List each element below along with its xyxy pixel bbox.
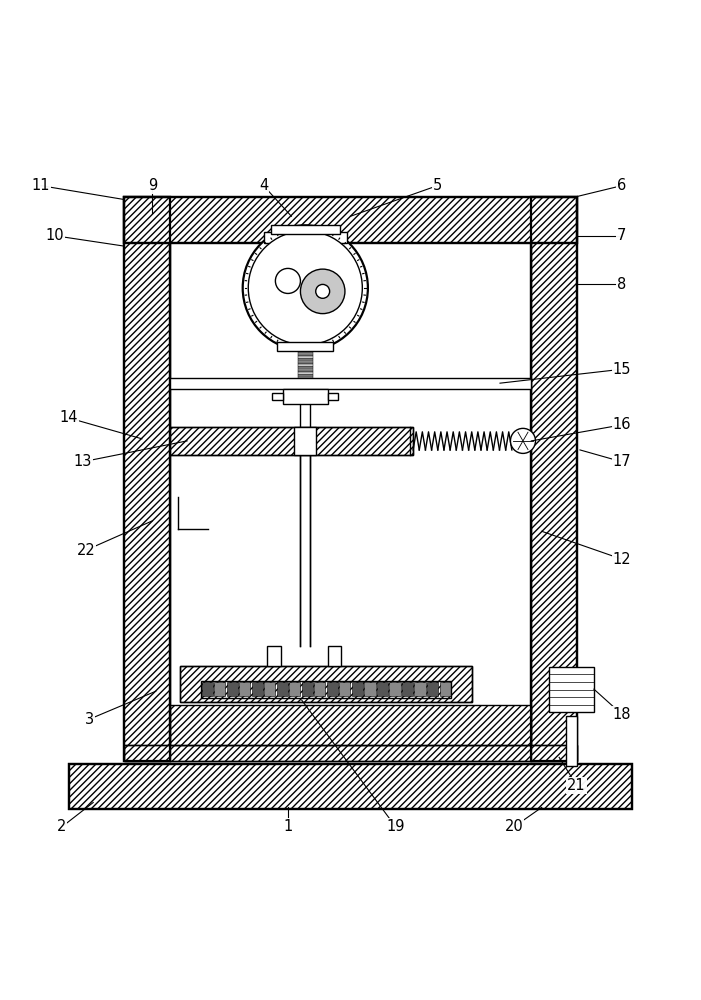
Bar — [170, 427, 413, 455]
Bar — [298, 356, 313, 358]
Bar — [202, 682, 213, 696]
Bar — [302, 682, 313, 696]
Bar — [125, 197, 576, 243]
Bar — [267, 646, 281, 666]
Bar — [414, 682, 426, 696]
Bar — [549, 667, 594, 712]
Bar — [402, 682, 413, 696]
Bar — [298, 352, 313, 354]
Bar — [566, 716, 577, 766]
Text: 20: 20 — [505, 819, 524, 834]
Bar — [298, 372, 313, 374]
Bar — [531, 197, 576, 761]
Circle shape — [275, 268, 301, 293]
Bar — [377, 682, 388, 696]
Text: 12: 12 — [613, 552, 631, 567]
Bar — [298, 371, 313, 372]
Bar — [170, 378, 531, 389]
Bar — [440, 682, 451, 696]
Text: 8: 8 — [617, 277, 627, 292]
Bar — [352, 682, 363, 696]
Bar — [69, 764, 632, 809]
Text: 14: 14 — [60, 410, 78, 425]
Bar — [327, 682, 338, 696]
Bar — [298, 355, 313, 356]
Bar — [180, 666, 472, 702]
Bar — [298, 363, 313, 364]
Bar — [283, 389, 328, 404]
Bar — [298, 364, 313, 366]
Text: 17: 17 — [613, 454, 631, 469]
Bar — [278, 342, 333, 351]
Bar — [170, 427, 413, 455]
Circle shape — [510, 428, 536, 453]
Circle shape — [301, 269, 345, 314]
Bar — [327, 646, 341, 666]
Bar — [201, 681, 451, 698]
Text: 19: 19 — [386, 819, 405, 834]
Bar — [294, 427, 316, 455]
Text: 15: 15 — [613, 362, 631, 377]
Text: 22: 22 — [77, 543, 95, 558]
Bar — [272, 393, 283, 400]
Circle shape — [243, 225, 368, 350]
Bar — [390, 682, 400, 696]
Bar — [298, 358, 313, 359]
Text: 1: 1 — [283, 819, 292, 834]
Bar — [427, 682, 438, 696]
Bar — [264, 232, 347, 243]
Text: 5: 5 — [433, 178, 442, 193]
Text: 16: 16 — [613, 417, 631, 432]
Bar — [314, 682, 325, 696]
Bar — [298, 360, 313, 362]
Text: 6: 6 — [617, 178, 627, 193]
Bar — [290, 682, 301, 696]
Text: 2: 2 — [57, 819, 67, 834]
Bar — [298, 375, 313, 376]
Bar — [69, 764, 632, 809]
Bar — [252, 682, 263, 696]
Text: 9: 9 — [148, 178, 157, 193]
Bar — [339, 682, 350, 696]
Bar — [215, 682, 225, 696]
Text: 3: 3 — [85, 712, 94, 727]
Bar — [298, 362, 313, 363]
Text: 21: 21 — [567, 778, 586, 793]
Circle shape — [315, 284, 329, 298]
Bar — [125, 745, 576, 761]
Bar — [298, 376, 313, 378]
Bar — [239, 682, 250, 696]
Bar — [264, 682, 275, 696]
Bar — [170, 705, 531, 745]
Text: 13: 13 — [74, 454, 92, 469]
Bar — [298, 367, 313, 368]
Bar — [298, 351, 313, 352]
Text: 10: 10 — [46, 228, 64, 243]
Bar — [531, 197, 576, 761]
Bar — [125, 197, 576, 243]
Bar — [125, 745, 576, 761]
Bar — [298, 370, 313, 371]
Bar — [298, 366, 313, 367]
Bar — [125, 197, 170, 761]
Bar — [277, 682, 288, 696]
Bar — [298, 354, 313, 355]
Bar — [328, 393, 339, 400]
Text: 7: 7 — [617, 228, 627, 243]
Text: 18: 18 — [613, 707, 631, 722]
Bar — [271, 225, 340, 234]
Circle shape — [248, 231, 362, 345]
Bar — [365, 682, 376, 696]
Bar — [298, 368, 313, 370]
Bar — [125, 197, 170, 761]
Text: 4: 4 — [259, 178, 268, 193]
Text: 11: 11 — [32, 178, 50, 193]
Bar — [180, 666, 472, 702]
Bar — [298, 359, 313, 360]
Bar — [226, 682, 238, 696]
Bar — [298, 374, 313, 375]
